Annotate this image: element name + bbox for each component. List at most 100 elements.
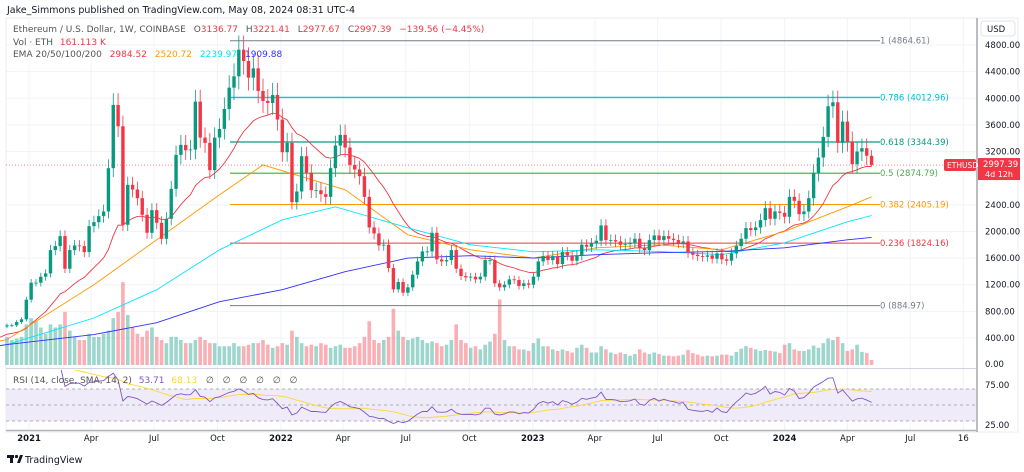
volume-bar [831,340,835,365]
candle-body [652,235,656,241]
candle-body [295,191,299,203]
fib-level-label: 1 (4864.61) [880,37,930,47]
brand-name: TradingView [24,455,83,466]
candle-body [314,190,318,191]
ema-legend[interactable]: EMA 20/50/100/200 2984.52 2520.72 2239.9… [13,50,282,60]
volume-bar [203,340,207,365]
volume-bar [850,349,855,365]
candle-body [198,101,202,138]
volume-bar [377,343,381,365]
candle-body [531,276,536,285]
candle-body [116,104,120,127]
time-axis-label: Apr [336,434,351,444]
time-axis-label: Jul [400,434,411,444]
candle-body [555,256,560,265]
volume-bar [584,347,589,365]
volume-bar [488,341,492,365]
ema200-value: 1909.88 [245,50,282,60]
candle-body [589,243,594,247]
candle-body [82,246,86,253]
volume-bar [241,346,246,365]
candle-body [700,256,705,257]
volume-bar [565,350,570,365]
price-axis-label: 800.00 [985,307,1015,317]
open-value: 3136.77 [201,25,238,35]
candle-body [787,196,792,217]
volume-bar [58,324,62,365]
volume-bar [869,359,874,365]
volume-bar [449,340,454,365]
currency-button[interactable]: USD [980,20,1016,37]
candle-body [691,252,695,255]
volume-legend[interactable]: Vol · ETH 161.113 K [13,38,107,48]
volume-bar [121,282,125,365]
candle-body [797,200,801,215]
volume-bar [227,346,231,365]
candle-body [203,137,207,143]
candle-body [179,144,183,155]
candle-body [522,283,526,287]
candle-body [324,194,328,197]
hidden-value-icon: ∅ [239,376,247,386]
candle-body [584,244,589,247]
volume-bar [208,343,212,365]
volume-bar [217,346,222,365]
symbol-legend[interactable]: Ethereum / U.S. Dollar, 1W, COINBASE O31… [13,25,484,35]
candle-body [164,218,169,239]
volume-bars [5,282,874,365]
candle-body [546,256,550,261]
candle-body [338,134,342,146]
volume-bar [835,336,840,365]
volume-bar [507,346,512,365]
candle-body [48,250,53,274]
svg-text:USD: USD [987,25,1006,35]
candle-body [560,252,565,265]
candle-body [193,101,198,150]
time-axis-label: 2024 [773,434,797,444]
volume-bar [323,344,328,365]
rsi-legend[interactable]: RSI (14, close, SMA, 14, 2) 53.71 68.13 … [13,376,297,386]
volume-bar [314,346,318,365]
volume-bar [652,352,657,365]
candle-body [270,94,275,103]
volume-bar [473,346,478,365]
ema200-line [0,236,872,347]
volume-bar [386,336,391,365]
volume-bar [140,336,145,365]
price-axis-label: 4800.00 [985,41,1020,51]
volume-bar [77,340,82,365]
volume-bar [734,351,739,365]
volume-bar [290,330,294,365]
price-axis-label: 1600.00 [985,254,1020,264]
volume-bar [295,336,299,365]
volume-bar [821,343,826,365]
candle-body [768,208,772,219]
candle-body [710,255,714,259]
volume-bar [633,354,637,365]
candle-body [609,240,613,241]
volume-bar [826,338,830,365]
volume-bar [855,344,859,365]
hidden-value-icon: ∅ [290,376,298,386]
time-axis[interactable]: 2021 Apr Jul Oct 2022 Apr Jul Oct 2023 Apr Jul Oct 2… [17,434,969,444]
volume-bar [96,336,101,365]
volume-bar [666,355,671,365]
candle-body [222,108,227,129]
time-axis-label: Oct [210,434,225,444]
candle-body [638,238,642,249]
candle-body [840,121,845,143]
volume-bar [613,354,618,365]
volume-bar [396,330,401,365]
volume-bar [328,347,333,365]
volume-bar [623,354,628,365]
rsi-axis-label-75: 75.00 [985,381,1009,391]
candle-body [816,157,821,173]
rsi-axis-label-25: 25.00 [985,421,1009,431]
volume-bar [154,336,159,365]
volume-bar [778,353,782,365]
price-axis[interactable]: 4800.00 4400.00 4000.00 3600.00 3200.00 2400.… [985,41,1020,344]
fibonacci-retracement[interactable]: 1 (4864.61) 0.786 (4012.96) 0.618 (3344.39… [230,37,949,312]
tradingview-logo[interactable]: TradingView [7,454,83,466]
volume-bar [749,347,753,365]
